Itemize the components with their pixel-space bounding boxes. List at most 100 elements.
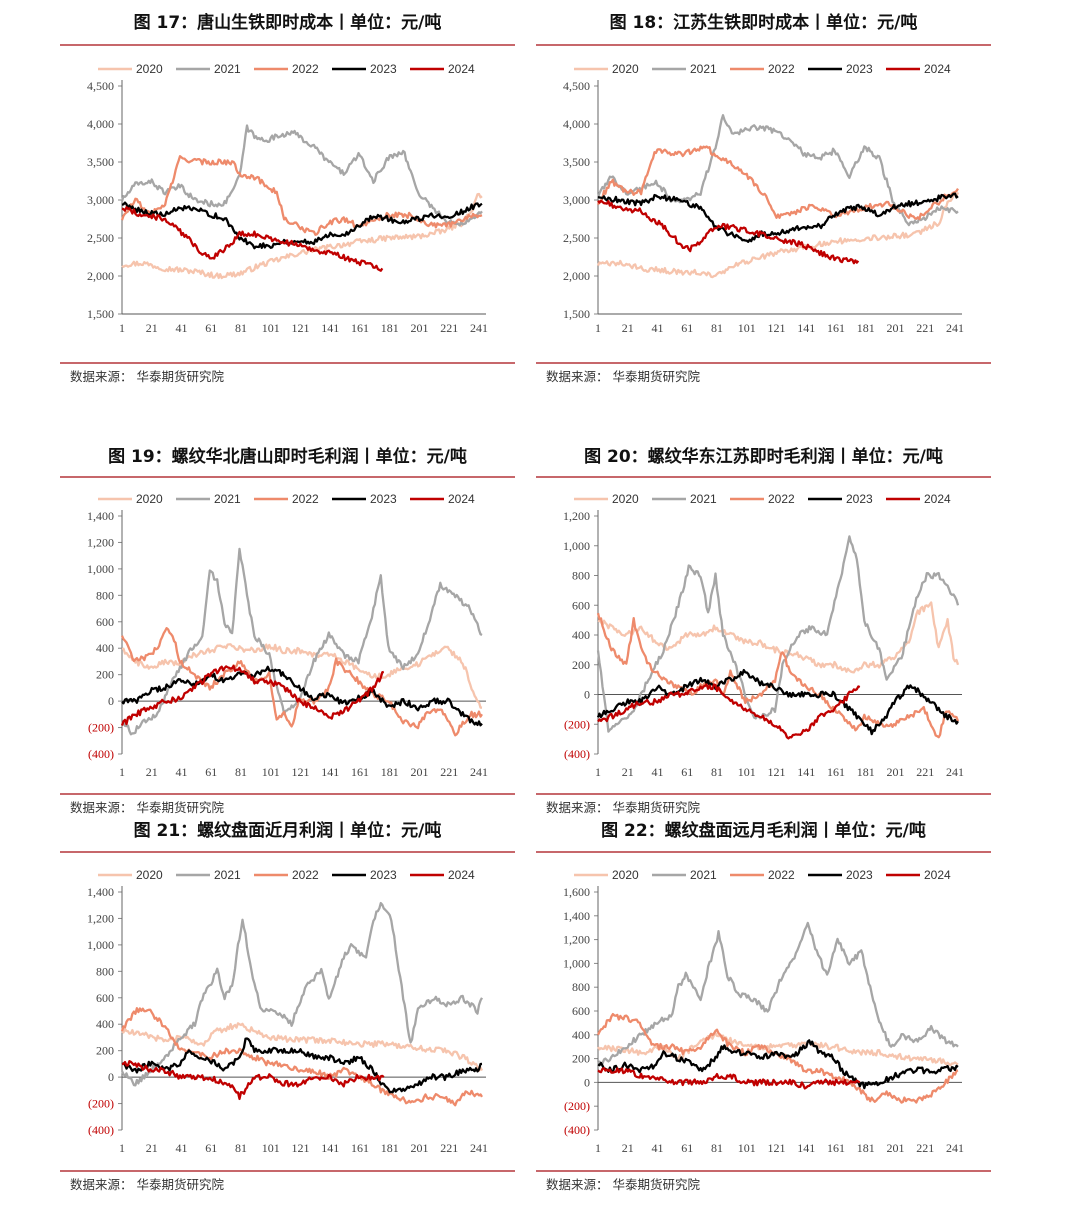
series-line-2022 [120,155,483,236]
x-tick-label: 221 [440,321,458,335]
y-tick-label: 1,200 [87,911,114,925]
series-line-2024 [597,1067,861,1090]
y-tick-label: 0 [108,694,114,708]
x-tick-label: 241 [946,1141,964,1155]
series-line-2020 [596,191,960,279]
x-tick-label: 181 [381,321,399,335]
series-line-2023 [596,668,959,736]
legend-label: 2024 [448,62,475,76]
legend-label: 2020 [136,868,163,882]
x-tick-label: 101 [738,1141,756,1155]
x-tick-label: 221 [916,321,934,335]
y-tick-label: 3,500 [87,155,114,169]
legend-item-2023: 2023 [808,492,873,506]
x-tick-label: 141 [797,321,815,335]
x-tick-label: 101 [738,765,756,779]
y-tick-label: 1,200 [563,509,590,523]
legend-item-2021: 2021 [652,492,717,506]
x-tick-label: 21 [146,1141,158,1155]
legend-item-2022: 2022 [254,868,319,882]
legend-label: 2021 [214,62,241,76]
x-tick-label: 181 [857,1141,875,1155]
y-tick-label: 1,200 [87,535,114,549]
source-rule [536,1170,991,1172]
y-tick-label: (200) [88,1097,114,1111]
y-tick-label: (400) [88,747,114,761]
x-tick-label: 201 [411,321,429,335]
y-tick-label: 4,000 [563,117,590,131]
y-tick-label: 3,500 [563,155,590,169]
y-tick-label: 0 [584,688,590,702]
title-rule [536,44,991,46]
series-line-2024 [597,683,861,740]
legend-label: 2023 [846,62,873,76]
legend-item-2023: 2023 [808,62,873,76]
x-tick-label: 41 [652,765,664,779]
source-note: 数据来源： 华泰期货研究院 [546,800,700,815]
legend-item-2023: 2023 [332,868,397,882]
legend-item-2022: 2022 [730,868,795,882]
legend-item-2022: 2022 [730,62,795,76]
legend-label: 2021 [690,62,717,76]
legend-label: 2020 [136,492,163,506]
figure-title: 图 18：江苏生铁即时成本丨单位：元/吨 [609,13,918,33]
x-tick-label: 121 [768,1141,786,1155]
y-tick-label: (200) [88,721,114,735]
x-tick-label: 21 [146,765,158,779]
x-tick-label: 201 [411,1141,429,1155]
x-tick-label: 161 [351,321,369,335]
x-tick-label: 181 [381,1141,399,1155]
legend-label: 2020 [612,868,639,882]
series-line-2024 [121,1060,385,1101]
legend-item-2023: 2023 [332,492,397,506]
y-tick-label: (400) [88,1123,114,1137]
x-tick-label: 81 [711,1141,723,1155]
figure-title: 图 22：螺纹盘面远月毛利润丨单位：元/吨 [601,821,926,841]
x-tick-label: 1 [119,1141,125,1155]
title-rule [536,476,991,478]
legend-item-2021: 2021 [652,62,717,76]
x-tick-label: 161 [827,765,845,779]
x-tick-label: 161 [351,765,369,779]
x-tick-label: 201 [887,765,905,779]
y-tick-label: 200 [96,668,114,682]
x-tick-label: 1 [595,765,601,779]
x-tick-label: 141 [321,765,339,779]
legend-item-2024: 2024 [410,62,475,76]
title-rule [60,851,515,853]
legend-label: 2023 [370,492,397,506]
x-tick-label: 101 [262,765,280,779]
y-tick-label: 600 [572,1004,590,1018]
x-tick-label: 181 [857,765,875,779]
y-tick-label: 3,000 [563,193,590,207]
x-tick-label: 221 [440,765,458,779]
x-tick-label: 21 [146,321,158,335]
legend-label: 2021 [690,492,717,506]
legend-label: 2020 [136,62,163,76]
chart-17: 2020 2021 2022 2023 2024 1,500 2,000 2,500 3,000… [87,62,488,335]
y-tick-label: 2,000 [87,269,114,283]
y-tick-label: 1,000 [563,539,590,553]
figure-title: 图 17：唐山生铁即时成本丨单位：元/吨 [133,13,442,33]
legend-label: 2023 [846,868,873,882]
legend-item-2020: 2020 [574,868,639,882]
figure-title: 图 19：螺纹华北唐山即时毛利润丨单位：元/吨 [108,447,467,467]
legend-item-2022: 2022 [730,492,795,506]
x-tick-label: 241 [470,765,488,779]
y-tick-label: 400 [572,628,590,642]
x-tick-label: 161 [351,1141,369,1155]
chart-18: 2020 2021 2022 2023 2024 1,500 2,000 2,500 3,000… [563,62,964,335]
series-line-2022 [596,612,960,739]
y-tick-label: 1,400 [563,909,590,923]
series-line-2023 [121,665,483,727]
y-tick-label: 400 [572,1028,590,1042]
series-line-2020 [597,601,960,674]
x-tick-label: 121 [292,1141,310,1155]
source-note: 数据来源： 华泰期货研究院 [546,1177,700,1192]
source-rule [60,362,515,364]
source-rule [536,362,991,364]
x-tick-label: 41 [176,321,188,335]
x-tick-label: 61 [681,765,693,779]
legend-item-2024: 2024 [410,868,475,882]
y-tick-label: 4,000 [87,117,114,131]
